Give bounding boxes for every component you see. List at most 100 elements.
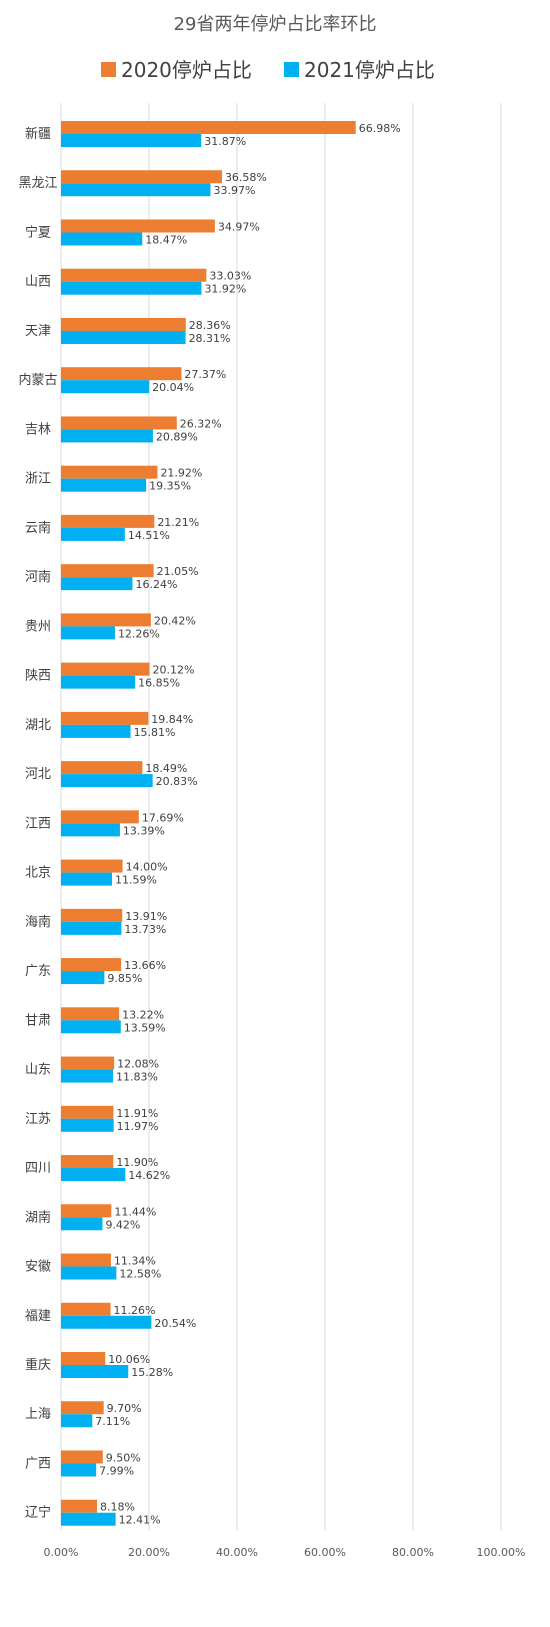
bar-2020 xyxy=(61,958,122,972)
category-label: 海南 xyxy=(25,914,51,930)
data-label-2021: 12.41% xyxy=(119,1514,161,1527)
category-label: 辽宁 xyxy=(25,1505,51,1521)
bar-2020 xyxy=(61,859,123,873)
bar-2020 xyxy=(61,1155,114,1169)
data-label-2020: 27.37% xyxy=(184,368,226,381)
bar-2021 xyxy=(61,971,105,985)
bar-2020 xyxy=(61,761,143,775)
category-label: 四川 xyxy=(25,1161,51,1176)
data-label-2021: 31.87% xyxy=(204,135,246,148)
bar-2020 xyxy=(61,367,182,381)
bar-2020 xyxy=(61,810,139,824)
data-label-2020: 11.91% xyxy=(116,1107,158,1120)
data-label-2021: 7.11% xyxy=(95,1415,130,1428)
data-label-2020: 13.22% xyxy=(122,1008,164,1021)
category-label: 甘肃 xyxy=(25,1013,51,1028)
category-label: 内蒙古 xyxy=(18,372,57,388)
bar-2021 xyxy=(61,1315,152,1329)
data-label-2020: 14.00% xyxy=(126,861,168,874)
legend-swatch-2020 xyxy=(101,62,116,77)
data-label-2020: 17.69% xyxy=(142,811,184,824)
x-tick-label: 80.00% xyxy=(392,1546,434,1559)
data-label-2021: 33.97% xyxy=(213,184,255,197)
legend-label-2021: 2021停炉占比 xyxy=(304,58,435,82)
bar-2021 xyxy=(61,675,136,689)
category-label: 河北 xyxy=(25,767,51,782)
x-tick-label: 60.00% xyxy=(304,1546,346,1559)
data-label-2021: 13.59% xyxy=(124,1021,166,1034)
bar-2021 xyxy=(61,527,125,541)
data-label-2020: 20.42% xyxy=(154,614,196,627)
bar-2020 xyxy=(61,1352,106,1365)
data-label-2021: 16.24% xyxy=(135,578,177,591)
bars xyxy=(61,121,356,1526)
bar-2021 xyxy=(61,478,147,492)
data-label-2021: 14.51% xyxy=(128,529,170,542)
category-label: 江西 xyxy=(25,816,51,831)
category-label: 云南 xyxy=(25,520,51,536)
bar-2020 xyxy=(61,662,150,676)
data-label-2020: 20.12% xyxy=(153,664,195,677)
bar-2021 xyxy=(61,1118,114,1132)
bar-2021 xyxy=(61,724,131,738)
bar-2021 xyxy=(61,232,143,246)
bar-2021 xyxy=(61,577,133,591)
data-label-2020: 33.03% xyxy=(209,270,251,283)
bar-2021 xyxy=(61,1020,121,1034)
data-label-2020: 36.58% xyxy=(225,171,267,184)
bar-2021 xyxy=(61,1463,97,1477)
category-label: 广西 xyxy=(25,1456,51,1471)
bar-2020 xyxy=(61,1056,115,1070)
category-label: 山东 xyxy=(25,1063,51,1078)
category-label: 福建 xyxy=(25,1309,51,1324)
bar-2021 xyxy=(61,330,186,344)
data-label-2021: 9.85% xyxy=(107,972,142,985)
chart-title: 29省两年停炉占比率环比 xyxy=(174,14,377,35)
category-label: 山西 xyxy=(25,275,51,290)
bar-2021 xyxy=(61,429,153,443)
category-label: 黑龙江 xyxy=(18,176,57,191)
legend-swatch-2021 xyxy=(284,62,299,77)
bar-2020 xyxy=(61,268,207,282)
data-label-2021: 11.97% xyxy=(117,1120,159,1133)
data-label-2020: 9.50% xyxy=(106,1451,141,1464)
data-label-2020: 34.97% xyxy=(218,220,260,233)
legend-label-2020: 2020停炉占比 xyxy=(121,58,252,82)
bar-2020 xyxy=(61,1450,103,1464)
category-label: 宁夏 xyxy=(25,224,51,240)
bar-2020 xyxy=(61,1499,97,1513)
bar-2020 xyxy=(61,514,155,528)
category-labels: 新疆黑龙江宁夏山西天津内蒙古吉林浙江云南河南贵州陕西湖北河北江西北京海南广东甘肃… xyxy=(18,126,57,1521)
category-label: 重庆 xyxy=(25,1357,51,1373)
category-label: 上海 xyxy=(25,1407,51,1422)
bar-2020 xyxy=(61,564,154,578)
data-label-2021: 20.83% xyxy=(156,775,198,788)
category-label: 陕西 xyxy=(25,669,51,684)
data-label-2020: 26.32% xyxy=(180,417,222,430)
x-tick-label: 100.00% xyxy=(477,1546,526,1559)
bar-2021 xyxy=(61,872,112,886)
category-label: 河南 xyxy=(25,569,51,585)
bar-2021 xyxy=(61,626,115,640)
bar-2021 xyxy=(61,1168,126,1182)
category-label: 湖北 xyxy=(25,718,51,733)
data-label-2021: 12.58% xyxy=(119,1268,161,1281)
category-label: 吉林 xyxy=(25,422,51,437)
data-label-2021: 11.59% xyxy=(115,874,157,887)
bar-2020 xyxy=(61,121,356,134)
bar-2020 xyxy=(61,465,158,479)
bar-2021 xyxy=(61,281,202,295)
data-label-2021: 13.39% xyxy=(123,824,165,837)
data-label-2021: 20.04% xyxy=(152,381,194,394)
bar-2020 xyxy=(61,1204,112,1218)
data-label-2020: 28.36% xyxy=(189,319,231,332)
data-label-2020: 9.70% xyxy=(107,1402,142,1415)
category-label: 北京 xyxy=(25,866,51,881)
bar-2021 xyxy=(61,380,150,394)
data-label-2020: 11.34% xyxy=(114,1255,156,1268)
bar-2020 xyxy=(61,317,186,331)
bar-2021 xyxy=(61,1217,103,1231)
category-label: 广东 xyxy=(25,964,51,979)
data-label-2021: 13.73% xyxy=(124,923,166,936)
